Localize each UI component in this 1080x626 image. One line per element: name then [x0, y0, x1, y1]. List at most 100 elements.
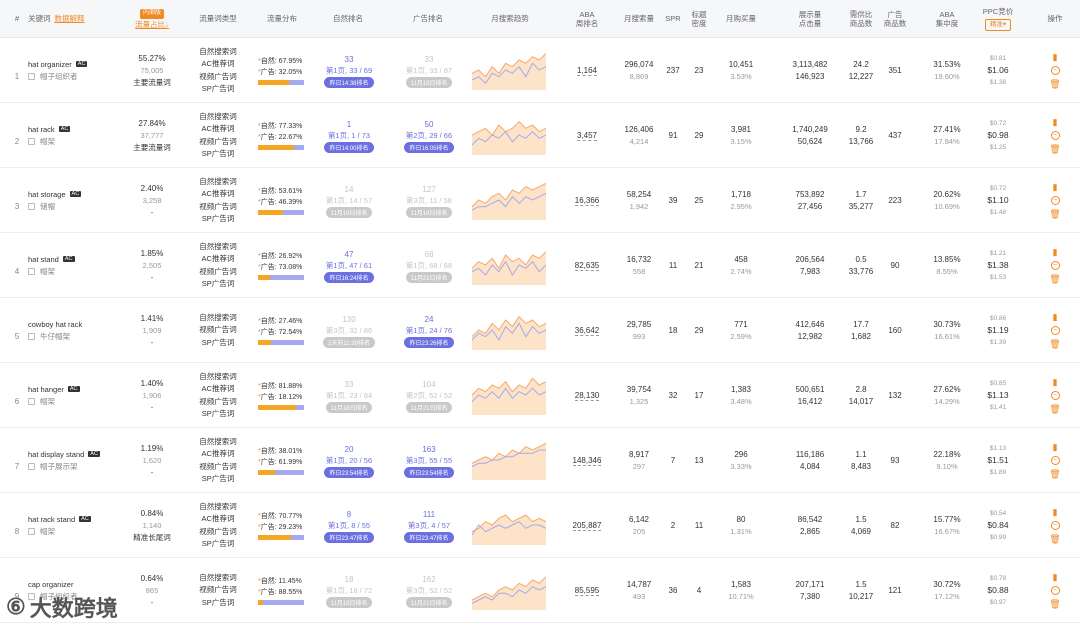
ad-dist-line: *广告: 46.39%	[258, 197, 302, 208]
trash-icon[interactable]: 🗑	[1049, 404, 1061, 414]
row-checkbox[interactable]	[28, 332, 35, 340]
minus-circle-icon[interactable]: −	[1050, 521, 1060, 530]
row-checkbox[interactable]	[28, 267, 35, 275]
keyword-text[interactable]: hat organizer	[28, 59, 72, 69]
minus-circle-icon[interactable]: −	[1050, 456, 1060, 465]
supply-ratio-cell: 17.7 1,682	[836, 298, 886, 363]
spr-cell: 11	[660, 233, 686, 298]
traffic-dist-cell: *自然: 53.61% *广告: 46.39%	[258, 168, 308, 233]
chart-bar-icon[interactable]: ▮	[1052, 52, 1058, 62]
natural-dist-line: *自然: 27.46%	[258, 316, 302, 327]
star-icon: *	[258, 524, 261, 531]
trash-icon[interactable]: 🗑	[1049, 469, 1061, 479]
chart-bar-icon[interactable]: ▮	[1052, 572, 1058, 582]
row-checkbox[interactable]	[28, 137, 35, 145]
ad-products-value: 132	[888, 390, 902, 400]
natural-rank-page: 第3页, 32 / 86	[325, 325, 373, 335]
row-index: 2	[10, 103, 24, 168]
supply-ratio: 24.2	[853, 59, 869, 69]
natural-label: 自然:	[260, 448, 279, 455]
minus-circle-icon[interactable]: −	[1050, 391, 1060, 400]
ad-dist-line: *广告: 22.67%	[258, 132, 302, 143]
header-share[interactable]: 内测版 流量占比↓	[128, 0, 176, 38]
keyword-text[interactable]: hat stand	[28, 254, 59, 264]
trash-icon[interactable]: 🗑	[1049, 79, 1061, 89]
minus-circle-icon[interactable]: −	[1050, 131, 1060, 140]
row-checkbox[interactable]	[28, 592, 35, 600]
row-index: 3	[10, 168, 24, 233]
trash-icon[interactable]: 🗑	[1049, 534, 1061, 544]
ad-dist-line: *广告: 29.23%	[258, 522, 302, 533]
header-spr: SPR	[665, 14, 681, 24]
star-icon: *	[258, 199, 261, 206]
keyword-text[interactable]: hat rack stand	[28, 514, 76, 524]
chart-bar-icon[interactable]: ▮	[1052, 182, 1058, 192]
chart-bar-icon[interactable]: ▮	[1052, 117, 1058, 127]
ad-rank-cell: 104 第2页, 52 / 52 11月21日排名	[396, 363, 462, 428]
trend-line-compare	[472, 586, 546, 604]
keyword-types-cell: 自然搜索词 AC推荐词 视频广告词 SP广告词	[194, 103, 242, 168]
row-checkbox[interactable]	[28, 72, 35, 80]
chart-bar-icon[interactable]: ▮	[1052, 312, 1058, 322]
table-row: 3 hat storage AC 储帽 2.40% 3,258 - 自然搜索词 AC推荐词 视频广…	[0, 168, 1080, 233]
ac-badge: AC	[58, 126, 71, 132]
ppc-match-select[interactable]: 精准▾	[984, 18, 1012, 31]
chart-bar-icon[interactable]: ▮	[1052, 377, 1058, 387]
ppc-cell: $0.86 $1.19 $1.39	[978, 298, 1018, 363]
impression-value: 753,892	[795, 189, 825, 199]
keyword-type-item: 自然搜索词	[199, 312, 237, 322]
header-share-label[interactable]: 流量占比↓	[135, 19, 169, 29]
keyword-text[interactable]: cowboy hat rack	[28, 319, 83, 329]
row-checkbox[interactable]	[28, 527, 35, 535]
title-density-value: 25	[694, 195, 704, 205]
trash-icon[interactable]: 🗑	[1049, 274, 1061, 284]
row-checkbox[interactable]	[28, 462, 35, 470]
chart-bar-icon[interactable]: ▮	[1052, 247, 1058, 257]
traffic-share-volume: 1,906	[142, 390, 162, 400]
aba-concentration-sub: 16.67%	[934, 526, 960, 536]
dist-bar-natural	[258, 145, 294, 150]
impression-value: 500,651	[795, 384, 825, 394]
minus-circle-icon[interactable]: −	[1050, 261, 1060, 270]
keyword-text[interactable]: hat rack	[28, 124, 55, 134]
keyword-type-item: SP广告词	[201, 539, 235, 548]
ad-products-value: 223	[888, 195, 902, 205]
star-icon: *	[258, 459, 261, 466]
watermark-logo-icon: ⑥	[6, 594, 26, 619]
keyword-text[interactable]: hat display stand	[28, 449, 85, 459]
minus-circle-icon[interactable]: −	[1050, 326, 1060, 335]
natural-pct: 67.95%	[278, 58, 303, 65]
keyword-types-cell: 自然搜索词 AC推荐词 视频广告词 SP广告词	[194, 493, 242, 558]
ac-badge: AC	[79, 516, 91, 522]
minus-circle-icon[interactable]: −	[1050, 66, 1060, 75]
trash-icon[interactable]: 🗑	[1049, 209, 1061, 219]
keyword-cell: hat hanger AC 帽架	[28, 363, 128, 428]
minus-circle-icon[interactable]: −	[1050, 196, 1060, 205]
supply-ratio-cell: 1.1 8,483	[836, 428, 886, 493]
keyword-type-item: AC推荐词	[201, 59, 235, 68]
keyword-text[interactable]: hat hanger	[28, 384, 64, 394]
keyword-type-item: 自然搜索词	[199, 501, 237, 511]
impression-cell: 86,542 2,865	[780, 493, 840, 558]
row-checkbox[interactable]	[28, 202, 35, 210]
trash-icon[interactable]: 🗑	[1049, 599, 1061, 609]
keyword-types-cell: 自然搜索词 视频广告词 SP广告词	[194, 298, 242, 363]
dist-bar-natural	[258, 405, 296, 410]
search-volume-cell: 16,732 558	[614, 233, 664, 298]
keyword-text[interactable]: hat storage	[28, 189, 66, 199]
ad-products-cell: 437	[880, 103, 910, 168]
trash-icon[interactable]: 🗑	[1049, 144, 1061, 154]
row-checkbox[interactable]	[28, 397, 35, 405]
chart-bar-icon[interactable]: ▮	[1052, 442, 1058, 452]
monthly-buy: 1,718	[730, 189, 752, 199]
keyword-text[interactable]: cap organizer	[28, 579, 74, 589]
data-explain-link[interactable]: 数据解释	[54, 14, 85, 24]
monthly-buy-cell: 296 3.33%	[718, 428, 764, 493]
table-row: 9 cap organizer 帽子组织者 0.64% 865 - 自然搜索词 视频广告词 SP…	[0, 558, 1080, 623]
minus-circle-icon[interactable]: −	[1050, 586, 1060, 595]
supply-ratio: 9.2	[855, 124, 867, 134]
trash-icon[interactable]: 🗑	[1049, 339, 1061, 349]
traffic-share-cell: 1.40% 1,906 -	[128, 363, 176, 428]
ad-dist-line: *广告: 73.08%	[258, 262, 302, 273]
chart-bar-icon[interactable]: ▮	[1052, 507, 1058, 517]
